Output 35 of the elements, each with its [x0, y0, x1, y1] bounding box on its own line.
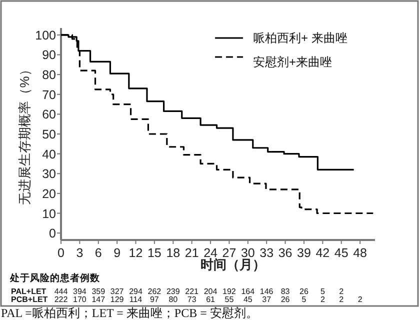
text: PAL =哌柏西利；LET = 来曲唑；PCB = 安慰剂。: [1, 306, 258, 320]
x-tick-label: 45: [334, 246, 348, 260]
y-tick-label: 80: [42, 68, 56, 82]
x-tick-label: 6: [94, 246, 102, 260]
y-tick-label: 90: [42, 48, 56, 62]
x-tick-label: 9: [114, 246, 121, 260]
x-tick-label: 12: [128, 246, 143, 260]
x-tick-label: 33: [260, 246, 274, 260]
legend-label: 哌柏西利+ 来曲唑: [253, 31, 348, 45]
x-tick-label: 48: [353, 246, 368, 260]
x-tick-label: 42: [316, 246, 330, 260]
text: 处于风险的患者例数: [9, 272, 101, 284]
legend-label: 安慰剂+来曲唑: [253, 55, 332, 69]
x-tick-label: 30: [240, 246, 255, 260]
y-tick-label: 70: [42, 88, 56, 102]
x-tick-label: 36: [278, 246, 292, 260]
y-tick-label: 50: [42, 128, 56, 142]
y-tick-label: 100: [35, 28, 56, 42]
x-tick-label: 27: [222, 246, 236, 260]
x-tick-label: 15: [148, 246, 162, 260]
x-axis-title: 时间（月）: [200, 257, 266, 272]
x-tick-label: 3: [76, 246, 84, 260]
y-tick-label: 40: [42, 147, 56, 162]
y-tick-label: 60: [42, 108, 56, 122]
x-tick-label: 21: [184, 246, 199, 260]
x-tick-label: 18: [166, 246, 180, 260]
y-tick-label: 0: [49, 226, 56, 241]
y-tick-label: 30: [42, 167, 56, 182]
y-tick-label: 20: [42, 186, 56, 201]
text: PCB+LET 222 170 147 129 114 97 80 73 61 55 45 37 26 5 2 2 2: [11, 295, 362, 304]
text: PAL+LET 444 394 359 327 294 262 239 221 204 192 164 146 83 26 5 2: [11, 287, 344, 296]
x-tick-label: 39: [297, 246, 311, 260]
y-axis-title: 无进展生存期概率（%）: [17, 63, 32, 205]
y-tick-label: 10: [42, 206, 56, 221]
x-tick-label: 0: [58, 246, 65, 260]
